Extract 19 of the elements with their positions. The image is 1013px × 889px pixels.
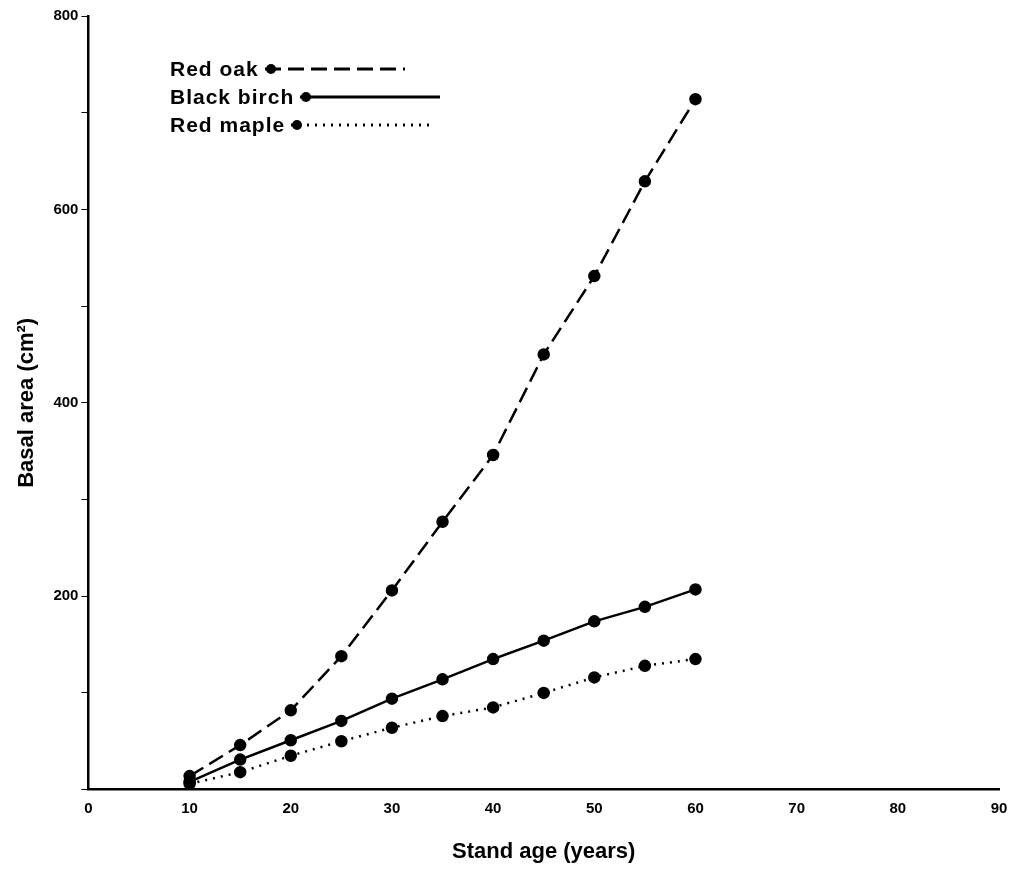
x-tick-label: 50 [585, 798, 603, 816]
legend-label: Red oak [170, 57, 259, 81]
x-tick-label: 20 [282, 798, 300, 816]
y-tick-label: 200 [53, 586, 79, 604]
x-tick-label: 0 [84, 798, 93, 816]
legend-label: Black birch [170, 85, 295, 109]
x-tick-label: 60 [687, 798, 704, 816]
x-axis-title: Stand age (years) [452, 837, 636, 863]
legend-label: Red maple [170, 113, 286, 137]
x-tick-label: 70 [788, 798, 805, 816]
x-tick-label: 80 [889, 798, 907, 816]
y-tick-label: 600 [53, 199, 79, 217]
y-tick-label: 400 [53, 392, 79, 410]
y-axis-title: Basal area (cm²) [13, 317, 39, 488]
x-tick-label: 10 [181, 798, 198, 816]
x-tick-label: 30 [383, 798, 401, 816]
y-tick-label: 800 [53, 6, 79, 24]
x-tick-label: 40 [484, 798, 502, 816]
x-tick-label: 90 [990, 798, 1008, 816]
